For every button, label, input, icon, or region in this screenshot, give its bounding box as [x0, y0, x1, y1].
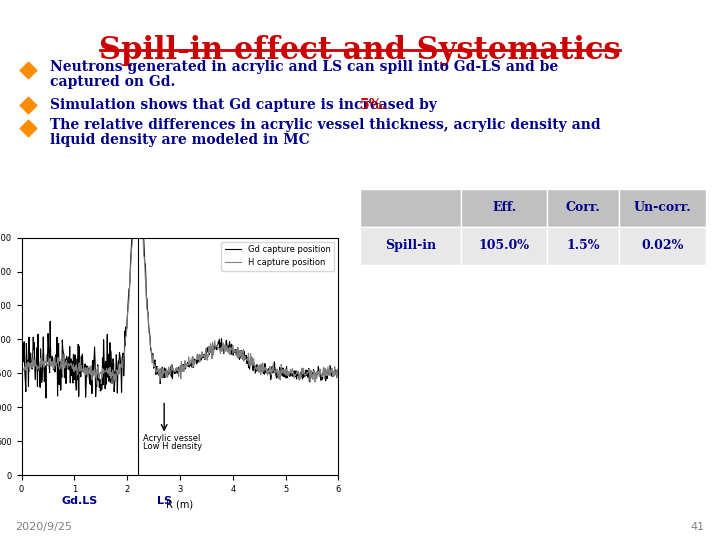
- Point: [22, 100, 34, 109]
- Gd capture position: [162, 369, 171, 376]
- Text: 105.0%: 105.0%: [479, 239, 529, 252]
- Text: Neutrons generated in acrylic and LS can spill into Gd-LS and be: Neutrons generated in acrylic and LS can…: [50, 60, 558, 74]
- Gd capture position: [230, 347, 238, 354]
- Gd capture position: [17, 352, 26, 359]
- Text: 0.02%: 0.02%: [642, 239, 683, 252]
- Gd capture position: [205, 352, 214, 358]
- H capture position: [161, 369, 170, 375]
- Text: 1.5%: 1.5%: [567, 239, 600, 252]
- Gd capture position: [99, 336, 108, 343]
- Text: Spill-in: Spill-in: [384, 239, 436, 252]
- Text: Low H density: Low H density: [143, 442, 202, 451]
- Text: Corr.: Corr.: [566, 201, 600, 214]
- Text: 2020/9/25: 2020/9/25: [15, 522, 72, 532]
- Line: Gd capture position: Gd capture position: [22, 162, 338, 398]
- Text: Simulation shows that Gd capture is increased by: Simulation shows that Gd capture is incr…: [50, 98, 442, 112]
- Legend: Gd capture position, H capture position: Gd capture position, H capture position: [221, 242, 334, 271]
- Point: [22, 124, 34, 132]
- H capture position: [134, 178, 143, 185]
- H capture position: [230, 349, 238, 355]
- Point: [22, 66, 34, 75]
- Gd capture position: [74, 341, 83, 348]
- Gd capture position: [257, 364, 266, 370]
- Text: Spill-in effect and Systematics: Spill-in effect and Systematics: [99, 35, 621, 66]
- Text: captured on Gd.: captured on Gd.: [50, 75, 176, 89]
- Text: 41: 41: [691, 522, 705, 532]
- Line: H capture position: H capture position: [22, 181, 338, 382]
- Gd capture position: [334, 369, 343, 375]
- Text: 5%.: 5%.: [360, 98, 388, 112]
- H capture position: [204, 343, 213, 349]
- Text: Gd.LS: Gd.LS: [61, 496, 98, 506]
- Text: liquid density are modeled in MC: liquid density are modeled in MC: [50, 133, 310, 147]
- Text: LS: LS: [157, 496, 171, 506]
- Gd capture position: [134, 159, 143, 165]
- Text: Eff.: Eff.: [492, 201, 516, 214]
- H capture position: [17, 362, 26, 369]
- H capture position: [311, 379, 320, 386]
- H capture position: [256, 371, 265, 377]
- H capture position: [334, 373, 343, 379]
- Text: Acrylic vessel: Acrylic vessel: [143, 434, 200, 443]
- Text: Un-corr.: Un-corr.: [634, 201, 691, 214]
- Gd capture position: [42, 395, 50, 401]
- H capture position: [99, 370, 107, 376]
- H capture position: [73, 371, 82, 377]
- X-axis label: R (m): R (m): [166, 500, 194, 509]
- Text: The relative differences in acrylic vessel thickness, acrylic density and: The relative differences in acrylic vess…: [50, 118, 600, 132]
